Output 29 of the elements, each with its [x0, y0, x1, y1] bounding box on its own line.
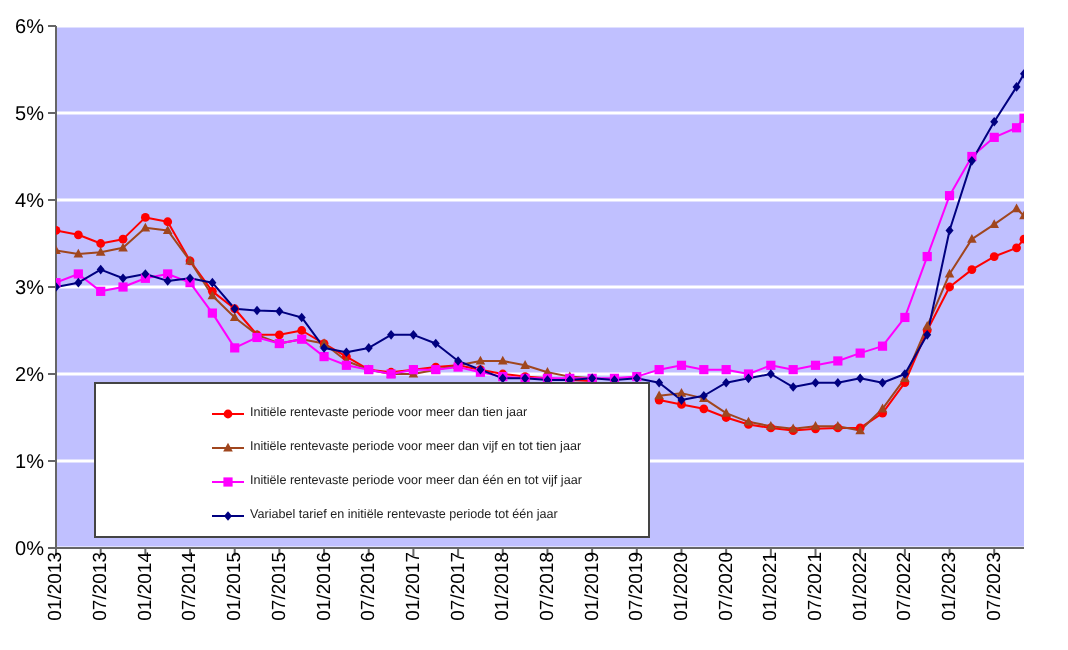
y-tick-label: 5%: [15, 104, 45, 127]
x-tick-label: 01/2018: [492, 552, 515, 621]
x-tick-label: 07/2013: [90, 552, 113, 621]
y-tick-label: 1%: [15, 452, 45, 475]
y-tick-label: 4%: [15, 191, 45, 214]
x-tick-label: 01/2015: [224, 552, 247, 621]
x-tick-label: 07/2014: [179, 552, 202, 621]
x-tick-label: 07/2023: [983, 552, 1006, 621]
x-tick-label: 07/2021: [805, 552, 827, 621]
x-tick-label: 01/2019: [581, 552, 604, 621]
x-tick-label: 07/2018: [536, 552, 559, 621]
x-tick-label: 01/2020: [670, 552, 693, 621]
y-tick-label: 6%: [15, 17, 45, 40]
x-tick-label: 07/2020: [715, 552, 738, 621]
x-tick-label: 07/2016: [358, 552, 381, 621]
x-tick-label: 01/2022: [849, 552, 872, 621]
y-tick-label: 2%: [15, 365, 45, 388]
x-tick-label: 01/2016: [313, 552, 336, 621]
x-tick-label: 07/2022: [894, 552, 917, 621]
x-tick-label: 01/2023: [939, 552, 962, 621]
x-tick-label: 07/2019: [626, 552, 649, 621]
x-tick-label: 01/2013: [45, 552, 68, 621]
x-tick-label: 01/2021: [760, 552, 783, 621]
x-tick-label: 07/2015: [268, 552, 291, 621]
y-tick-label: 0%: [15, 539, 45, 562]
x-tick-label: 07/2017: [447, 552, 470, 621]
x-tick-label: 01/2014: [134, 552, 157, 621]
x-tick-label: 01/2017: [402, 552, 425, 621]
y-tick-label: 3%: [15, 278, 45, 301]
